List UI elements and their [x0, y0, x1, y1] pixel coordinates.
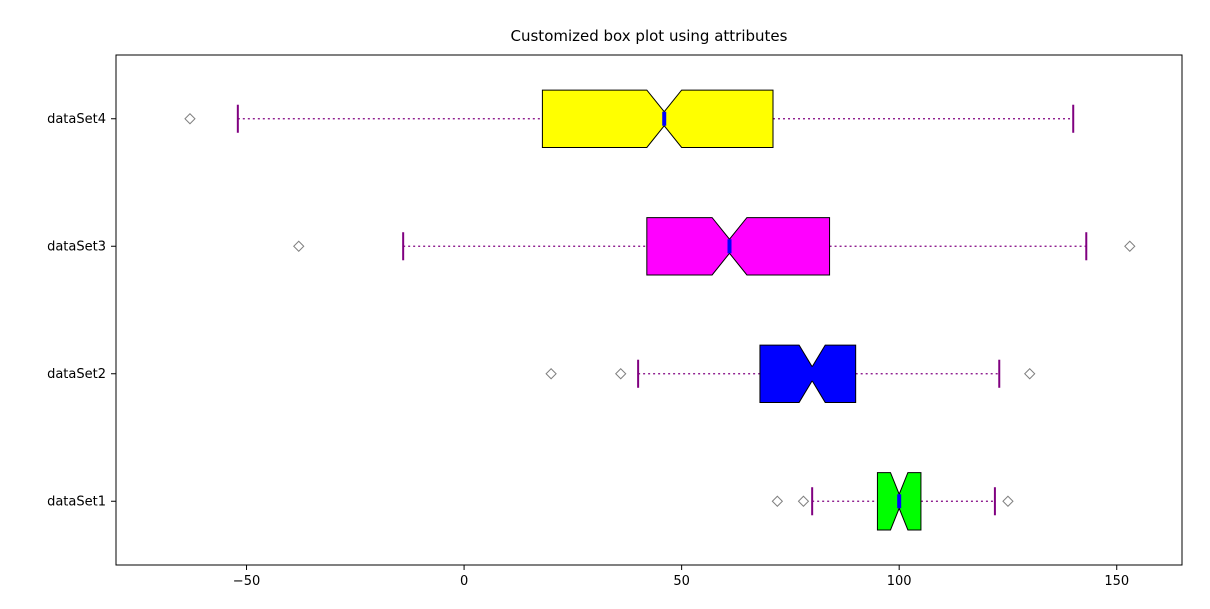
flier-diamond: [1025, 369, 1035, 379]
boxplot-dataSet4: [185, 90, 1073, 147]
y-tick-label: dataSet3: [47, 239, 106, 254]
x-tick-label: −50: [233, 574, 260, 589]
flier-diamond: [1125, 241, 1135, 251]
flier-diamond: [798, 496, 808, 506]
figure: −50 0 50 100 150 dataSet1 dataSet2 dataSet3 data…: [0, 0, 1210, 609]
chart-title: Customized box plot using attributes: [511, 27, 788, 45]
x-tick-label: 150: [1104, 574, 1129, 589]
flier-diamond: [546, 369, 556, 379]
boxplot-dataSet1: [772, 473, 1013, 530]
x-tick-label: 50: [673, 574, 690, 589]
y-tick-label: dataSet2: [47, 367, 106, 382]
x-tick-label: 0: [460, 574, 468, 589]
box: [647, 218, 830, 275]
y-tick-label: dataSet1: [47, 494, 106, 509]
boxplot-dataSet2: [546, 345, 1035, 402]
box: [760, 345, 856, 402]
box: [542, 90, 773, 147]
flier-diamond: [772, 496, 782, 506]
x-tick-label: 100: [887, 574, 912, 589]
y-tick-label: dataSet4: [47, 112, 106, 127]
boxplot-svg: −50 0 50 100 150 dataSet1 dataSet2 dataSet3 data…: [0, 0, 1210, 609]
flier-diamond: [1003, 496, 1013, 506]
flier-diamond: [616, 369, 626, 379]
flier-diamond: [185, 114, 195, 124]
boxplot-dataSet3: [294, 218, 1135, 275]
flier-diamond: [294, 241, 304, 251]
